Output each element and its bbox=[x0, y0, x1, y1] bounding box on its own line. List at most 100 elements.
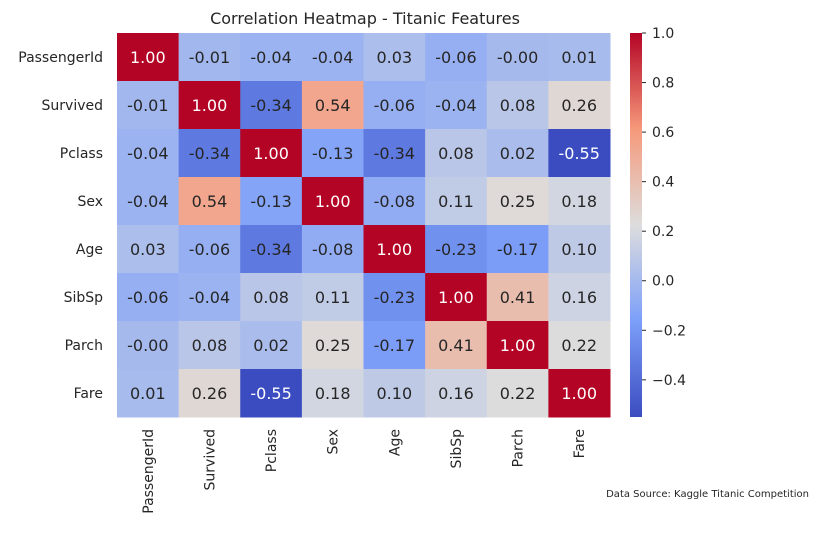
cell-value-label: 0.10 bbox=[377, 384, 413, 403]
cell-value-label: -0.04 bbox=[127, 192, 168, 211]
heatmap-cell bbox=[240, 81, 303, 130]
heatmap-cell bbox=[486, 273, 549, 322]
heatmap-cell bbox=[301, 129, 364, 178]
heatmap-cell bbox=[548, 369, 611, 418]
heatmap-cell bbox=[486, 225, 549, 274]
cell-value-label: -0.06 bbox=[374, 96, 415, 115]
cell-value-label: 0.25 bbox=[500, 192, 536, 211]
colorbar-tick-label: 0.4 bbox=[652, 175, 674, 191]
colorbar-tick-label: 0.0 bbox=[652, 274, 674, 290]
cell-value-label: 0.08 bbox=[253, 288, 289, 307]
row-tick-label: Pclass bbox=[60, 146, 103, 162]
heatmap-cell bbox=[425, 33, 488, 82]
heatmap-cell bbox=[178, 129, 241, 178]
col-tick-labels: PassengerId Survived Pclass Sex Age SibSp Parc… bbox=[141, 429, 588, 514]
row-tick-labels: PassengerId Survived Pclass Sex Age SibSp Parc… bbox=[18, 50, 103, 402]
cell-value-label: 0.02 bbox=[253, 336, 289, 355]
cell-value-label: -0.06 bbox=[435, 48, 476, 67]
cell-value-label: -0.34 bbox=[250, 240, 291, 259]
cell-value-label: -0.04 bbox=[189, 288, 230, 307]
colorbar-tick-label: 0.8 bbox=[652, 76, 674, 92]
cell-value-label: 0.16 bbox=[561, 288, 597, 307]
heatmap-cell bbox=[548, 273, 611, 322]
heatmap-cell bbox=[425, 369, 488, 418]
heatmap-cell bbox=[240, 321, 303, 370]
heatmap-cell bbox=[117, 129, 180, 178]
cell-value-label: 0.11 bbox=[438, 192, 474, 211]
cell-value-label: -0.17 bbox=[374, 336, 415, 355]
col-tick-label: Age bbox=[387, 429, 403, 456]
cell-value-label: 1.00 bbox=[315, 192, 351, 211]
cell-value-label: -0.01 bbox=[189, 48, 230, 67]
row-tick-label: Age bbox=[76, 242, 103, 258]
heatmap-cell bbox=[301, 369, 364, 418]
cell-value-label: -0.23 bbox=[374, 288, 415, 307]
col-tick-label: SibSp bbox=[449, 429, 465, 469]
heatmap-cell bbox=[117, 321, 180, 370]
heatmap-cell bbox=[240, 273, 303, 322]
cell-value-label: -0.13 bbox=[250, 192, 291, 211]
heatmap-cell bbox=[548, 225, 611, 274]
heatmap-cell bbox=[425, 273, 488, 322]
cell-value-label: 0.08 bbox=[438, 144, 474, 163]
heatmap-cell bbox=[486, 177, 549, 226]
heatmap-cell bbox=[301, 321, 364, 370]
heatmap-cell bbox=[117, 273, 180, 322]
cell-value-label: 1.00 bbox=[192, 96, 228, 115]
colorbar-tick-label: 0.2 bbox=[652, 224, 674, 240]
heatmap-cell bbox=[425, 129, 488, 178]
chart-title: Correlation Heatmap - Titanic Features bbox=[210, 9, 520, 28]
cell-value-label: 1.00 bbox=[561, 384, 597, 403]
heatmap-cell bbox=[301, 273, 364, 322]
cell-value-label: -0.04 bbox=[127, 144, 168, 163]
row-tick-label: Parch bbox=[65, 338, 103, 354]
cell-value-label: 0.08 bbox=[192, 336, 228, 355]
cell-value-label: 0.41 bbox=[500, 288, 536, 307]
cell-value-label: 0.18 bbox=[561, 192, 597, 211]
heatmap-cell bbox=[486, 129, 549, 178]
heatmap-cell bbox=[117, 33, 180, 82]
heatmap-cell bbox=[425, 321, 488, 370]
heatmap-cell bbox=[363, 273, 426, 322]
data-source-note: Data Source: Kaggle Titanic Competition bbox=[606, 489, 809, 500]
cell-value-label: 0.01 bbox=[130, 384, 166, 403]
cell-value-label: 1.00 bbox=[253, 144, 289, 163]
col-tick-label: Sex bbox=[326, 429, 342, 455]
heatmap-cell bbox=[425, 81, 488, 130]
heatmap-cell bbox=[178, 177, 241, 226]
col-tick-label: PassengerId bbox=[141, 429, 157, 514]
heatmap-cell bbox=[301, 33, 364, 82]
col-tick-label: Survived bbox=[202, 429, 218, 490]
cell-value-label: 1.00 bbox=[438, 288, 474, 307]
cell-value-label: -0.01 bbox=[127, 96, 168, 115]
heatmap-cell bbox=[486, 369, 549, 418]
cell-value-label: 0.26 bbox=[561, 96, 597, 115]
cell-value-label: 0.03 bbox=[130, 240, 166, 259]
heatmap-cell bbox=[178, 81, 241, 130]
heatmap-cell bbox=[548, 177, 611, 226]
heatmap-cell bbox=[548, 81, 611, 130]
cell-value-label: -0.08 bbox=[374, 192, 415, 211]
cell-value-label: -0.04 bbox=[312, 48, 353, 67]
cell-value-label: -0.55 bbox=[558, 144, 599, 163]
heatmap-cell bbox=[486, 81, 549, 130]
heatmap-cell bbox=[363, 225, 426, 274]
heatmap-cell bbox=[117, 225, 180, 274]
heatmap-cell bbox=[240, 129, 303, 178]
cell-value-label: -0.06 bbox=[189, 240, 230, 259]
heatmap-cell bbox=[548, 129, 611, 178]
heatmap-cell bbox=[425, 177, 488, 226]
col-tick-label: Fare bbox=[572, 429, 588, 458]
cell-value-label: 0.16 bbox=[438, 384, 474, 403]
heatmap-cell bbox=[363, 33, 426, 82]
heatmap-cells: 1.00 -0.01 -0.04 -0.04 0.03 -0.06 -0.00 0.01 -0.… bbox=[117, 33, 611, 418]
cell-value-label: 1.00 bbox=[500, 336, 536, 355]
heatmap-cell bbox=[301, 177, 364, 226]
cell-value-label: 0.08 bbox=[500, 96, 536, 115]
cell-value-label: -0.55 bbox=[250, 384, 291, 403]
heatmap-cell bbox=[178, 273, 241, 322]
cell-value-label: -0.34 bbox=[250, 96, 291, 115]
heatmap-cell bbox=[486, 321, 549, 370]
heatmap-cell bbox=[240, 369, 303, 418]
cell-value-label: -0.17 bbox=[497, 240, 538, 259]
